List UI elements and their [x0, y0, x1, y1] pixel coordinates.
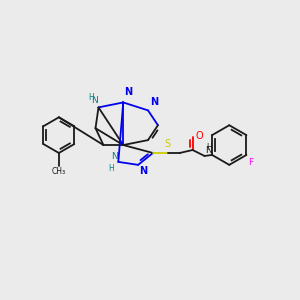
Text: N: N	[111, 152, 118, 161]
Text: N: N	[139, 166, 147, 176]
Text: H: H	[89, 93, 94, 102]
Text: F: F	[248, 158, 253, 167]
Text: H: H	[109, 164, 114, 173]
Text: N: N	[206, 146, 212, 155]
Text: S: S	[165, 139, 171, 149]
Text: H: H	[206, 143, 212, 152]
Text: N: N	[150, 98, 158, 107]
Text: O: O	[196, 131, 203, 141]
Text: CH₃: CH₃	[52, 167, 66, 176]
Text: N: N	[91, 96, 98, 105]
Text: N: N	[124, 88, 132, 98]
